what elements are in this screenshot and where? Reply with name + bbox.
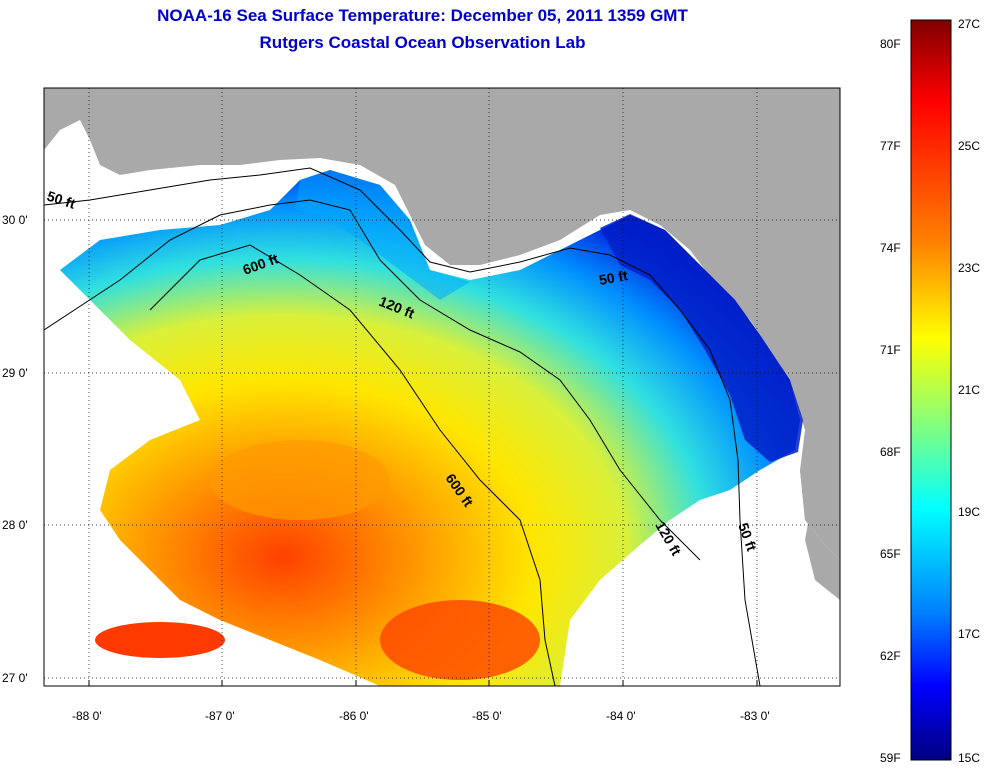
colorbar-f-label: 71F bbox=[880, 343, 901, 357]
lat-tick-label: 28 0' bbox=[2, 518, 28, 532]
colorbar-c-label: 15C bbox=[958, 751, 980, 765]
warm-patch bbox=[95, 622, 225, 658]
lat-tick-label: 30 0' bbox=[2, 213, 28, 227]
lat-tick-label: 29 0' bbox=[2, 366, 28, 380]
lon-tick-label: -85 0' bbox=[472, 709, 502, 723]
colorbar-f-label: 62F bbox=[880, 649, 901, 663]
colorbar-c-label: 19C bbox=[958, 505, 980, 519]
land-mass bbox=[44, 88, 840, 560]
contour-120ft bbox=[44, 199, 701, 561]
map-frame bbox=[43, 87, 841, 687]
peninsula-land bbox=[800, 470, 840, 600]
map-title: NOAA-16 Sea Surface Temperature: Decembe… bbox=[157, 6, 688, 25]
colorbar-f-label: 80F bbox=[880, 37, 901, 51]
cool-shelf bbox=[295, 170, 470, 300]
sst-field bbox=[60, 170, 800, 686]
graticule bbox=[44, 88, 840, 686]
colorbar-f-label: 74F bbox=[880, 241, 901, 255]
colorbar-c-label: 27C bbox=[958, 17, 980, 31]
lat-tick-label: 27 0' bbox=[2, 671, 28, 685]
colorbar-f-label: 77F bbox=[880, 139, 901, 153]
lon-tick-label: -88 0' bbox=[72, 709, 102, 723]
lon-tick-label: -87 0' bbox=[205, 709, 235, 723]
map-subtitle: Rutgers Coastal Ocean Observation Lab bbox=[259, 33, 586, 52]
colorbar-c-label: 21C bbox=[958, 383, 980, 397]
contour-600ft bbox=[149, 244, 556, 686]
colorbar-c-label: 25C bbox=[958, 139, 980, 153]
colorbar-c-label: 17C bbox=[958, 627, 980, 641]
colorbar-f-label: 65F bbox=[880, 547, 901, 561]
contour-label: 50 ft bbox=[598, 267, 629, 288]
colorbar-f-label: 68F bbox=[880, 445, 901, 459]
lon-tick-label: -84 0' bbox=[606, 709, 636, 723]
contour-50ft bbox=[44, 167, 761, 686]
colorbar bbox=[910, 19, 952, 761]
lon-tick-label: -86 0' bbox=[339, 709, 369, 723]
colorbar-f-label: 59F bbox=[880, 751, 901, 765]
lon-tick-label: -83 0' bbox=[740, 709, 770, 723]
colorbar-c-label: 23C bbox=[958, 261, 980, 275]
warm-patch bbox=[380, 600, 540, 680]
warm-patch bbox=[210, 440, 390, 520]
